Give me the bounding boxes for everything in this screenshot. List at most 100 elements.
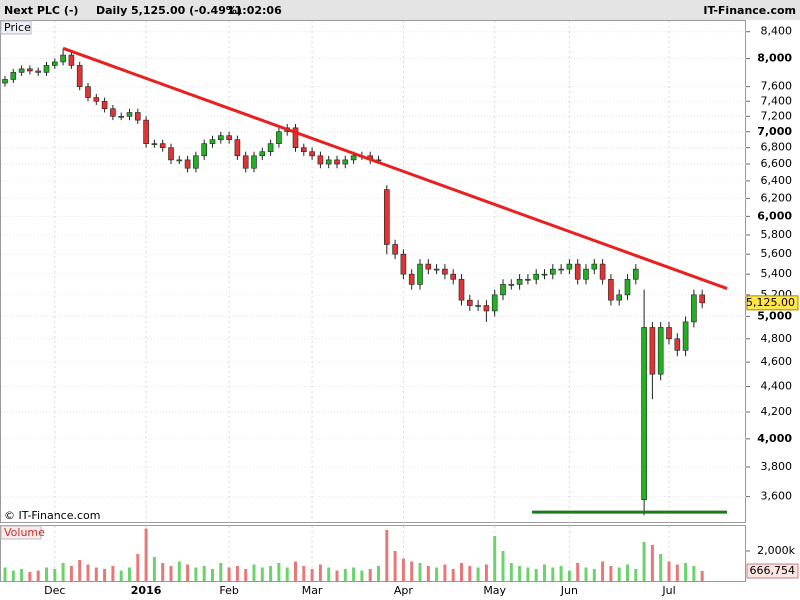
y-tick-label: 5,600 [761,247,793,260]
y-tick-label: 6,200 [761,191,793,204]
volume-bar [509,563,513,581]
volume-label: Volume [4,526,45,539]
volume-bar [609,566,613,581]
candle-body [276,131,282,144]
candle-body [93,97,100,102]
candle-body [292,127,299,148]
volume-bar [235,566,239,581]
y-tick-label: 8,000 [757,51,792,64]
price: 5,125.00 (-0.49%) [131,4,242,17]
candle-body [118,115,124,118]
last-price-box [746,295,799,311]
candle-body [608,278,614,301]
volume-bar [219,563,223,581]
volume-bar [617,567,621,581]
candle-body [168,147,174,161]
candle-body [657,327,664,375]
candle-body [442,268,448,275]
volume-bar [567,570,571,581]
volume-bar [435,567,439,581]
volume-bar [659,554,663,581]
candle-body [458,278,465,301]
y-tick-label: 6,000 [757,209,792,222]
volume-bar [368,569,372,581]
volume-bar [260,567,264,581]
panel-tag [0,525,42,540]
price-label: Price [4,21,31,34]
period: Daily [96,4,127,17]
volume-bar [526,567,530,581]
candle-body [51,61,58,66]
volume-bar [650,545,654,581]
y-tick-label: 7,000 [757,125,792,138]
volume-bar [161,563,165,581]
candle-body [135,112,141,121]
candle-body [176,159,183,162]
volume-bar [360,570,364,581]
y-tick-label: 7,600 [761,80,793,93]
volume-bar [335,570,339,581]
y-tick-label: 7,400 [761,94,793,107]
candle-body [533,273,540,280]
y-tick-label: 6,600 [761,157,793,170]
volume-bar [128,567,131,581]
volume-bar [277,563,281,581]
x-tick-label: Mar [302,584,323,597]
volume-bar [559,566,563,581]
candle-body [433,268,440,271]
last-volume-box [746,563,799,579]
time: 11:02:06 [227,4,282,17]
volume-bar [20,569,24,581]
volume-bar [11,570,15,581]
volume-bar [343,569,347,581]
volume-bar [543,564,546,581]
candle-body [425,263,432,270]
volume-bar [460,563,463,581]
y-tick-label: 4,400 [761,380,793,393]
panel-tag [0,20,32,35]
candle-body [691,294,697,323]
volume-bar [144,528,148,581]
candle-body [242,155,249,169]
volume-bar [352,567,356,581]
volume-bar [111,566,115,581]
x-tick-label: Jun [560,584,578,597]
x-tick-label: Dec [44,584,65,597]
volume-bar [551,567,555,581]
candle-body [616,294,623,301]
volume-bar [592,569,596,581]
last-price-label: 5,125.00 [746,296,795,309]
volume-bar [667,561,671,581]
volume-bar [642,542,646,581]
candle-body [574,263,581,280]
volume-bar [28,572,32,581]
y-tick-label: 4,800 [761,332,793,345]
candle-body [60,54,66,63]
candle-body [342,159,349,165]
y-tick-label: 5,800 [761,228,793,241]
candle-body [508,284,515,286]
volume-bar [61,563,65,581]
volume-bar [418,563,422,581]
candle-body [151,143,158,145]
volume-bar [692,566,696,581]
volume-bar [518,566,522,581]
candle-body [184,159,191,169]
volume-panel [0,525,746,582]
volume-bar [152,557,156,581]
volume-bar [119,570,123,581]
volume-bar [69,566,73,581]
candle-body [699,294,706,304]
candle-body [251,155,257,169]
y-tick-label: 8,400 [761,25,793,38]
x-tick-label: Feb [219,584,238,597]
candle-body [483,305,490,312]
volume-bar [410,561,414,581]
volume-bar [45,567,48,581]
candle-body [392,244,398,255]
volume-bar [269,566,273,581]
last-volume-label: 666,754 [750,564,796,577]
candle-body [35,70,42,73]
candle-body [541,273,548,276]
